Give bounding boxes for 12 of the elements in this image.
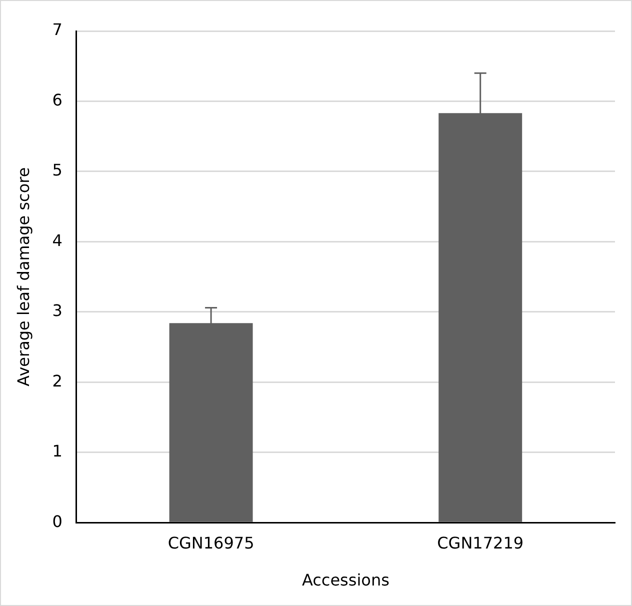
x-tick-label: CGN16975 (168, 533, 254, 552)
y-axis-title: Average leaf damage score (14, 167, 33, 386)
x-tick-label: CGN17219 (437, 533, 524, 552)
y-tick-label: 3 (52, 301, 62, 320)
x-axis-title: Accessions (302, 570, 390, 590)
y-tick-label: 6 (52, 90, 62, 110)
y-tick-label: 7 (52, 20, 62, 40)
y-tick-label: 0 (52, 512, 62, 531)
y-tick-label: 5 (52, 160, 62, 180)
y-tick-label: 1 (52, 442, 62, 461)
y-tick-label: 4 (52, 230, 62, 250)
y-tick-label: 2 (52, 371, 62, 390)
